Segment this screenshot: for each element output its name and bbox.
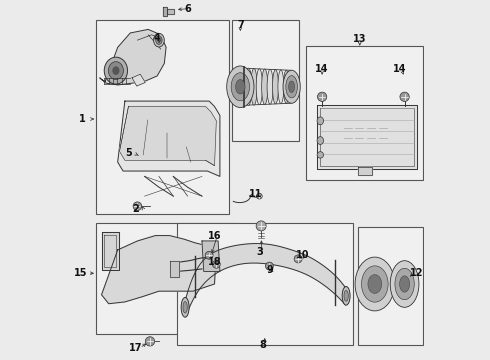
- Ellipse shape: [256, 69, 263, 105]
- Polygon shape: [100, 30, 166, 85]
- Bar: [96, 21, 229, 214]
- Ellipse shape: [227, 66, 254, 108]
- Polygon shape: [132, 74, 146, 86]
- Polygon shape: [163, 7, 167, 16]
- Ellipse shape: [108, 62, 123, 80]
- Polygon shape: [202, 241, 220, 271]
- Polygon shape: [358, 167, 372, 175]
- Ellipse shape: [236, 80, 245, 94]
- Polygon shape: [118, 101, 220, 176]
- Polygon shape: [101, 235, 216, 304]
- Ellipse shape: [395, 268, 414, 300]
- Ellipse shape: [317, 136, 323, 144]
- Ellipse shape: [272, 69, 278, 104]
- Text: 15: 15: [74, 268, 88, 278]
- Text: 7: 7: [237, 20, 244, 30]
- Bar: [358, 226, 422, 345]
- Polygon shape: [186, 244, 345, 316]
- Ellipse shape: [283, 70, 300, 103]
- Ellipse shape: [289, 81, 294, 93]
- Ellipse shape: [104, 57, 127, 84]
- Ellipse shape: [283, 70, 289, 103]
- Text: 9: 9: [266, 265, 273, 275]
- Polygon shape: [170, 261, 179, 277]
- Ellipse shape: [286, 76, 297, 98]
- Text: 12: 12: [411, 268, 424, 278]
- Circle shape: [266, 262, 273, 270]
- Circle shape: [256, 193, 262, 199]
- Text: 2: 2: [132, 204, 139, 214]
- Bar: [306, 45, 422, 180]
- Circle shape: [146, 337, 155, 346]
- Ellipse shape: [362, 266, 388, 302]
- Ellipse shape: [317, 152, 323, 158]
- Ellipse shape: [245, 68, 252, 105]
- Bar: [232, 21, 299, 140]
- Text: 8: 8: [260, 340, 267, 350]
- Text: 16: 16: [208, 231, 221, 240]
- Ellipse shape: [368, 275, 382, 293]
- Polygon shape: [101, 232, 119, 270]
- Circle shape: [256, 221, 266, 231]
- Ellipse shape: [181, 297, 189, 317]
- Circle shape: [400, 92, 409, 102]
- Text: 10: 10: [295, 250, 309, 260]
- Ellipse shape: [262, 69, 268, 104]
- Text: 3: 3: [256, 247, 263, 257]
- Ellipse shape: [278, 70, 284, 104]
- Ellipse shape: [399, 276, 410, 292]
- Text: 17: 17: [129, 343, 143, 353]
- Circle shape: [318, 92, 327, 102]
- Circle shape: [294, 255, 302, 263]
- Bar: [177, 223, 353, 345]
- Ellipse shape: [231, 73, 249, 101]
- Ellipse shape: [251, 68, 257, 105]
- Ellipse shape: [267, 69, 273, 104]
- Text: 11: 11: [249, 189, 263, 199]
- Ellipse shape: [112, 66, 120, 75]
- Polygon shape: [120, 107, 216, 166]
- Text: 18: 18: [208, 257, 221, 267]
- Text: 6: 6: [184, 4, 191, 14]
- Circle shape: [133, 202, 142, 211]
- Circle shape: [205, 251, 213, 259]
- Ellipse shape: [344, 291, 348, 301]
- Ellipse shape: [390, 261, 419, 307]
- Polygon shape: [167, 9, 174, 14]
- Ellipse shape: [342, 287, 350, 305]
- Ellipse shape: [183, 302, 187, 313]
- Text: 5: 5: [125, 148, 132, 158]
- Ellipse shape: [156, 36, 162, 44]
- Polygon shape: [317, 105, 417, 169]
- Circle shape: [212, 260, 220, 268]
- Text: 4: 4: [154, 33, 161, 43]
- Text: 14: 14: [392, 64, 406, 74]
- Text: 1: 1: [78, 114, 85, 124]
- Ellipse shape: [317, 117, 323, 125]
- Ellipse shape: [153, 33, 164, 47]
- Text: 13: 13: [353, 35, 367, 44]
- Text: 14: 14: [316, 64, 329, 74]
- Bar: [96, 223, 238, 334]
- Ellipse shape: [355, 257, 394, 311]
